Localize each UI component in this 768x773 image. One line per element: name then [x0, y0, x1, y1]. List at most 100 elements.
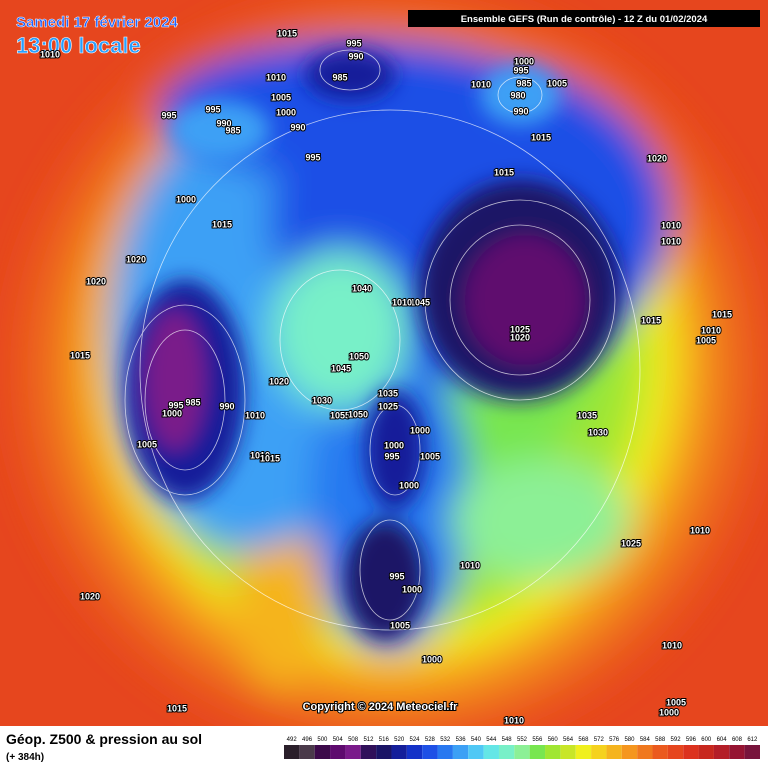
geopotential-field — [0, 0, 768, 726]
pressure-label: 995 — [384, 451, 399, 461]
pressure-label: 1020 — [647, 153, 667, 163]
pressure-label: 1025 — [510, 324, 530, 334]
pressure-label: 1000 — [399, 480, 419, 490]
scale-swatch — [483, 745, 499, 759]
pressure-label: 1015 — [70, 350, 90, 360]
pressure-label: 1010 — [471, 79, 491, 89]
pressure-label: 1010 — [690, 525, 710, 535]
pressure-label: 1000 — [422, 654, 442, 664]
scale-swatch — [498, 745, 515, 759]
pressure-label: 1035 — [577, 410, 597, 420]
scale-swatch — [652, 745, 668, 759]
pressure-label: 1010 — [701, 325, 721, 335]
pressure-label: 980 — [510, 90, 525, 100]
pressure-label: 1010 — [245, 410, 265, 420]
pressure-label: 990 — [219, 401, 234, 411]
scale-swatch — [406, 745, 423, 759]
footer-title: Géop. Z500 & pression au sol — [6, 731, 202, 747]
isobars — [124, 49, 641, 631]
scale-swatch — [637, 745, 653, 759]
scale-label: 516 — [379, 737, 390, 743]
scale-swatch — [621, 745, 638, 759]
pressure-label: 1030 — [588, 427, 608, 437]
scale-label: 564 — [563, 737, 574, 743]
scale-label: 500 — [317, 737, 328, 743]
pressure-label: 995 — [168, 400, 183, 410]
scale-label: 592 — [671, 737, 682, 743]
scale-label: 612 — [747, 737, 758, 743]
pressure-label: 1020 — [126, 254, 146, 264]
pressure-label: 1010 — [392, 297, 412, 307]
scale-label: 584 — [640, 737, 651, 743]
scale-swatch — [360, 745, 377, 759]
scale-label: 540 — [471, 737, 482, 743]
pressure-label: 1010 — [504, 715, 524, 725]
scale-label: 604 — [717, 737, 728, 743]
pressure-label: 1015 — [641, 315, 661, 325]
scale-label: 588 — [655, 737, 666, 743]
pressure-label: 1000 — [659, 707, 679, 717]
scale-swatch — [330, 745, 346, 759]
scale-swatch — [529, 745, 546, 759]
scale-swatch — [299, 745, 315, 759]
scale-label: 528 — [425, 737, 436, 743]
pressure-label: 1005 — [390, 620, 410, 630]
pressure-label: 1010 — [662, 640, 682, 650]
scale-swatch — [591, 745, 607, 759]
model-info: Ensemble GEFS (Run de contrôle) - 12 Z d… — [461, 14, 708, 25]
pressure-label: 1000 — [276, 107, 296, 117]
copyright: Copyright © 2024 Meteociel.fr — [303, 701, 459, 713]
scale-label: 556 — [532, 737, 543, 743]
date: Samedi 17 février 2024 — [16, 14, 178, 31]
scale-swatch — [314, 745, 331, 759]
pressure-label: 985 — [225, 125, 240, 135]
scale-label: 552 — [517, 737, 528, 743]
forecast-lead: (+ 384h) — [6, 752, 44, 763]
scale-label: 576 — [609, 737, 620, 743]
scale-swatch — [683, 745, 699, 759]
pressure-label: 1000 — [514, 56, 534, 66]
scale-swatch — [284, 745, 300, 759]
pressure-label: 1020 — [510, 332, 530, 342]
scale-label: 512 — [363, 737, 374, 743]
scale-swatch — [437, 745, 453, 759]
model-banner — [408, 10, 760, 27]
pressure-label: 1005 — [666, 697, 686, 707]
scale-swatch — [545, 745, 561, 759]
pressure-label: 995 — [205, 104, 220, 114]
scale-swatch — [376, 745, 392, 759]
pressure-label: 985 — [332, 72, 347, 82]
pressure-label: 990 — [348, 51, 363, 61]
pressure-label: 1005 — [137, 439, 157, 449]
pressure-label: 995 — [389, 571, 404, 581]
pressure-label: 995 — [305, 152, 320, 162]
scale-label: 544 — [486, 737, 497, 743]
scale-label: 548 — [502, 737, 513, 743]
pressure-label: 1010 — [460, 560, 480, 570]
scale-swatch — [606, 745, 622, 759]
scale-swatch — [729, 745, 745, 759]
pressure-label: 985 — [185, 397, 200, 407]
scale-label: 600 — [701, 737, 712, 743]
pressure-label: 1005 — [271, 92, 291, 102]
pressure-label: 1000 — [384, 440, 404, 450]
pressure-label: 1035 — [378, 388, 398, 398]
scale-label: 568 — [578, 737, 589, 743]
scale-label: 596 — [686, 737, 697, 743]
scale-swatch — [575, 745, 592, 759]
pressure-label: 1010 — [661, 220, 681, 230]
pressure-label: 990 — [290, 122, 305, 132]
pressure-label: 1000 — [176, 194, 196, 204]
pressure-label: 1025 — [378, 401, 398, 411]
pressure-label: 1030 — [312, 395, 332, 405]
pressure-label: 995 — [161, 110, 176, 120]
pressure-label: 1000 — [402, 584, 422, 594]
pressure-label: 1000 — [410, 425, 430, 435]
pressure-label: 1015 — [277, 28, 297, 38]
pressure-label: 1050 — [349, 351, 369, 361]
pressure-label: 1015 — [212, 219, 232, 229]
scale-label: 524 — [410, 737, 421, 743]
pressure-label: 1050 — [348, 409, 368, 419]
pressure-label: 995 — [513, 65, 528, 75]
